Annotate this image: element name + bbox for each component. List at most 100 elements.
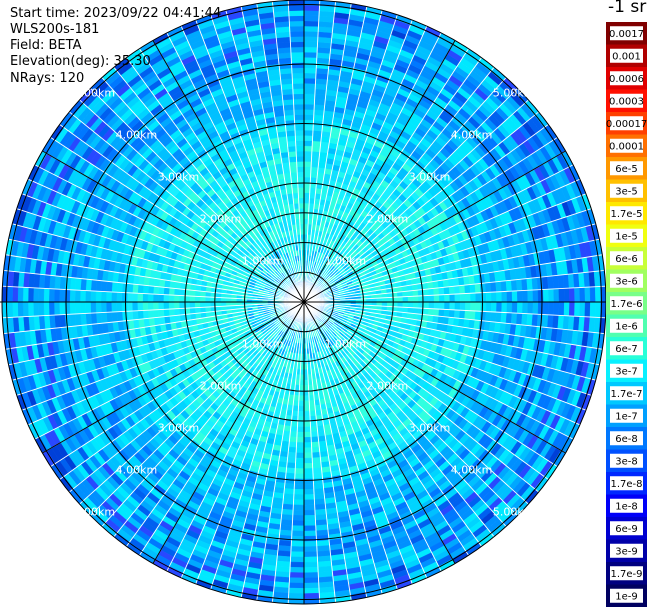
ray-cell <box>584 301 591 318</box>
ray-cell <box>386 297 393 303</box>
ray-cell <box>480 292 487 303</box>
ray-cell <box>303 551 318 558</box>
ray-cell <box>386 301 393 307</box>
ray-cell <box>285 467 296 474</box>
ray-cell <box>313 493 325 500</box>
ray-cell <box>303 10 320 17</box>
ray-cell <box>516 301 523 314</box>
ray-cell <box>296 426 305 433</box>
ray-cell <box>303 410 311 417</box>
ray-cell <box>444 294 450 303</box>
ray-cell <box>589 301 596 318</box>
ray-cell <box>303 405 310 412</box>
ray-cell <box>289 566 305 573</box>
ray-cell <box>303 447 313 454</box>
ray-cell <box>553 288 560 303</box>
ray-cell <box>568 287 575 303</box>
ray-cell <box>303 587 320 594</box>
ray-cell <box>313 104 325 111</box>
ray-cell <box>589 286 596 303</box>
ray-cell <box>579 287 586 303</box>
ray-cell <box>438 301 445 310</box>
ray-cell <box>290 540 305 547</box>
ray-cell <box>311 156 320 163</box>
ray-cell <box>453 285 461 295</box>
ray-cell <box>284 477 295 485</box>
ray-cell <box>295 447 305 454</box>
ray-cell <box>291 410 299 417</box>
ray-cell <box>433 287 440 296</box>
ray-cell <box>303 197 310 204</box>
ray-cell <box>303 436 312 443</box>
ray-cell <box>428 294 435 303</box>
ray-cell <box>453 309 461 319</box>
ray-cell <box>289 577 305 584</box>
ray-cell <box>522 290 529 303</box>
ray-cell <box>490 301 497 313</box>
ray-cell <box>284 483 295 490</box>
ray-cell <box>412 289 419 297</box>
ray-cell <box>303 62 317 69</box>
ray-cell <box>506 290 513 303</box>
ray-cell <box>303 109 315 116</box>
ray-cell <box>470 301 477 312</box>
ray-cell <box>506 301 513 314</box>
ray-cell <box>303 67 317 74</box>
ray-cell <box>459 301 466 311</box>
ray-cell <box>594 301 601 318</box>
ray-cell <box>295 452 305 459</box>
ray-cell <box>423 295 430 303</box>
ray-cell <box>311 150 321 158</box>
ray-cell <box>443 309 450 318</box>
ray-cell <box>495 311 502 323</box>
ray-cell <box>290 556 305 563</box>
ray-cell <box>311 446 321 454</box>
ray-cell <box>449 293 456 303</box>
ray-cell <box>428 301 435 310</box>
ray-cell <box>303 187 311 194</box>
ray-cell <box>310 166 319 173</box>
ray-cell <box>303 77 316 84</box>
ray-cell <box>433 301 440 310</box>
ray-cell <box>490 291 497 303</box>
ray-cell <box>289 436 298 443</box>
ray-cell <box>303 161 312 168</box>
ray-cell <box>303 192 310 199</box>
ray-cell <box>542 288 549 303</box>
ray-cell <box>294 468 305 475</box>
ray-cell <box>475 301 482 312</box>
ray-cell <box>303 494 315 501</box>
ray-cell <box>579 301 586 317</box>
ray-cell <box>289 561 305 568</box>
ray-cell <box>464 310 471 320</box>
ray-cell <box>495 281 502 293</box>
ray-cell <box>298 405 305 412</box>
ray-cell <box>312 135 322 142</box>
ray-cell <box>397 296 404 303</box>
ray-cell <box>303 36 319 43</box>
ray-cell <box>568 301 575 317</box>
ray-cell <box>422 288 430 296</box>
ray-cell <box>303 20 319 27</box>
ray-cell <box>303 577 319 584</box>
ray-cell <box>480 301 487 312</box>
ray-cell <box>303 5 320 12</box>
ray-cell <box>293 483 305 490</box>
ray-cell <box>303 88 316 95</box>
ray-cell <box>303 525 317 532</box>
ray-cell <box>296 431 305 438</box>
ray-cell <box>303 135 313 142</box>
ray-cell <box>310 171 318 178</box>
ray-cell <box>303 114 315 121</box>
ray-cell <box>303 57 318 64</box>
ray-cell <box>474 310 482 321</box>
ray-cell <box>303 156 312 162</box>
ray-cell <box>459 309 466 320</box>
ray-cell <box>303 51 318 58</box>
ray-cell <box>548 288 555 303</box>
ray-cell <box>303 488 315 495</box>
ray-cell <box>428 308 435 316</box>
ray-cell <box>527 301 534 315</box>
ray-cell <box>464 284 471 294</box>
